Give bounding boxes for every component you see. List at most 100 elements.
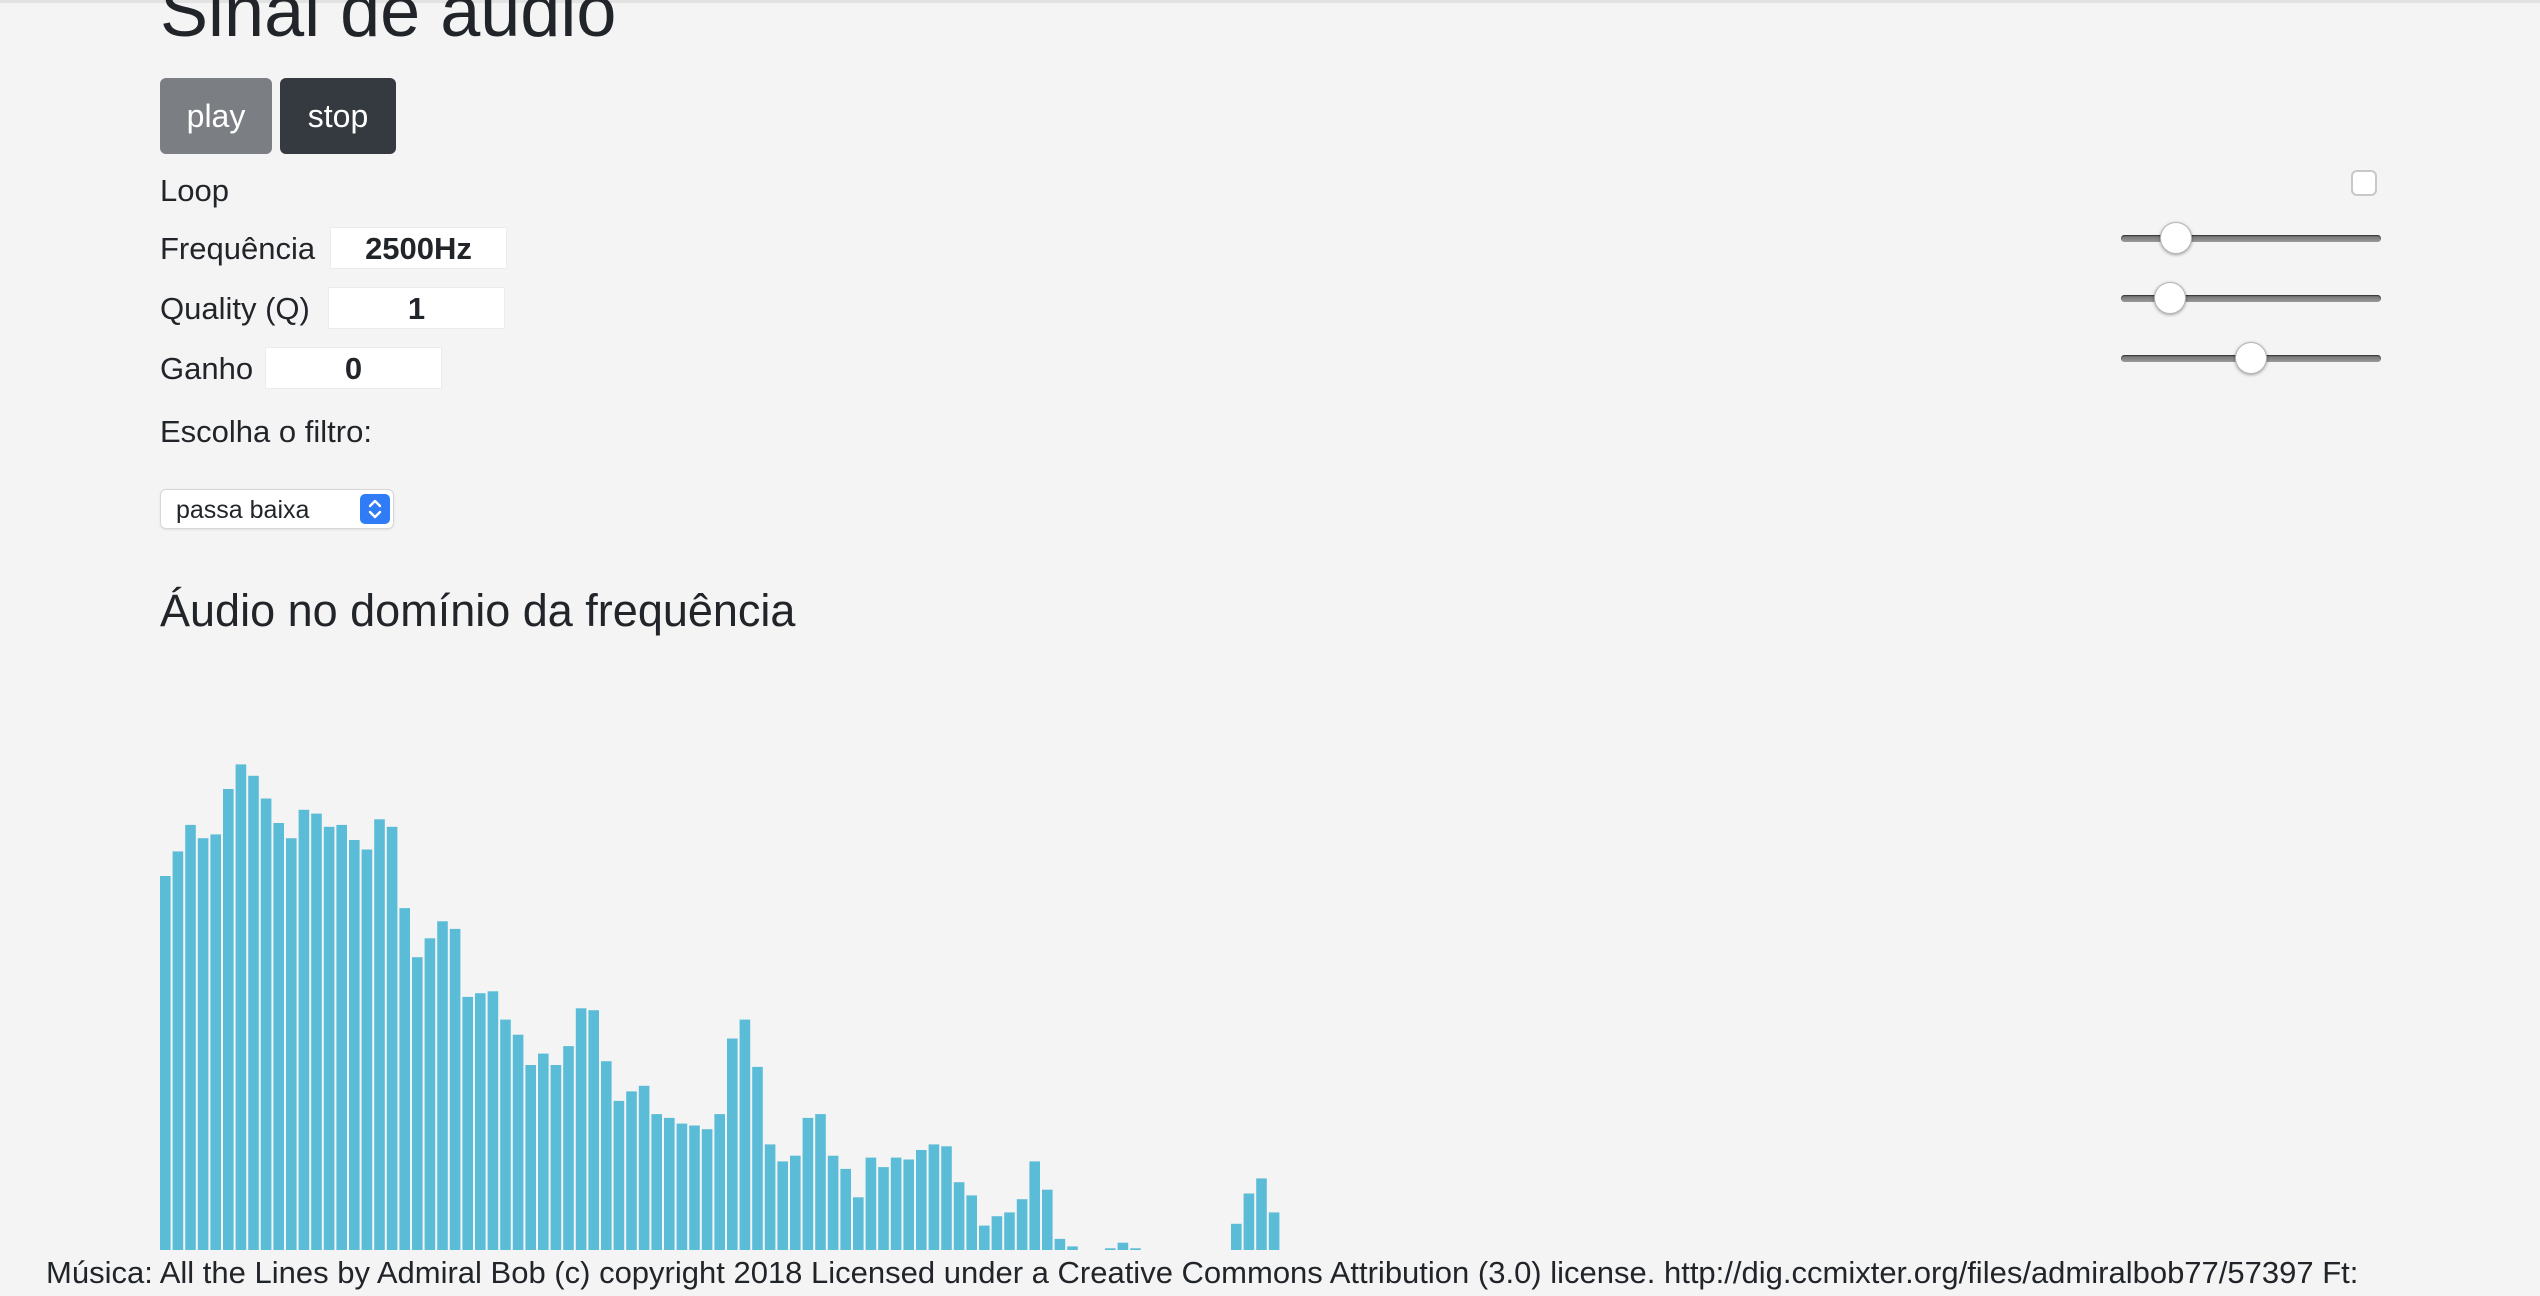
spectrum-bar [727,1038,738,1254]
spectrum-bar [185,824,196,1254]
spectrum-bar [928,1144,940,1254]
spectrum-bar [651,1114,662,1254]
spectrum-bar [500,1019,511,1254]
spectrum-bar [487,991,499,1254]
music-credit-footer: Música: All the Lines by Admiral Bob (c)… [0,1250,2540,1296]
spectrum-bar [286,838,297,1254]
quality-slider-track [2121,295,2381,302]
spectrum-bar [979,1225,990,1254]
frequency-slider[interactable] [2121,218,2381,258]
gain-slider[interactable] [2121,338,2381,378]
spectrum-bar [260,798,272,1254]
spectrum-bar [575,1008,587,1254]
spectrum-bar [386,826,398,1254]
chevron-updown-icon [360,494,390,524]
spectrum-bar [790,1155,801,1254]
spectrum-bar [197,838,209,1254]
frequency-slider-thumb[interactable] [2159,222,2192,254]
spectrum-bar [689,1125,700,1254]
spectrum-bar [210,834,221,1254]
spectrum-bar [903,1159,914,1254]
spectrum-bar [865,1157,877,1254]
spectrum-bar [1042,1189,1053,1254]
filter-label: Escolha o filtro: [160,414,372,449]
spectrum-bar [1117,1242,1129,1254]
gain-slider-thumb[interactable] [2235,342,2267,374]
spectrum-bar [349,840,360,1254]
quality-slider-thumb[interactable] [2154,282,2187,314]
spectrum-bar [966,1195,977,1254]
spectrum-bar [764,1144,776,1254]
spectrum-bar [613,1100,625,1254]
filter-select[interactable]: passa baixa [160,489,394,529]
spectrum-bar [412,957,423,1254]
spectrum-section-title: Áudio no domínio da frequência [160,585,796,636]
spectrum-bar [941,1146,952,1254]
spectrum-bar [1268,1212,1280,1254]
spectrum-bar [563,1046,574,1254]
spectrum-bar [676,1123,688,1254]
music-credit-text: Música: All the Lines by Admiral Bob (c)… [46,1255,2359,1290]
spectrum-bar [1256,1178,1267,1254]
spectrum-bar [638,1085,650,1254]
spectrum-bar [714,1114,725,1254]
spectrum-bar [827,1155,839,1254]
spectrum-bar [361,849,373,1254]
spectrum-bar [916,1150,927,1254]
spectrum-bar [538,1053,549,1254]
spectrum-bar [172,851,184,1254]
spectrum-bar [512,1034,524,1254]
spectrum-bar [802,1117,814,1254]
spectrum-bar [298,809,310,1254]
loop-checkbox[interactable] [2351,170,2377,196]
spectrum-bar [601,1061,612,1254]
spectrum-bar [739,1019,751,1254]
spectrum-bar [525,1065,536,1254]
spectrum-bar [550,1065,562,1254]
spectrum-bar [701,1129,713,1254]
frequency-value: 2500Hz [330,227,507,269]
spectrum-bar [1029,1161,1040,1254]
spectrum-bar [235,764,247,1254]
frequency-label: Frequência [160,231,316,266]
spectrum-bar [815,1114,826,1254]
frequency-spectrum-chart [160,764,1292,1254]
page-title: Sinal de áudio [160,0,617,52]
spectrum-bar [1243,1193,1255,1254]
spectrum-bar [1231,1223,1242,1254]
spectrum-bar [626,1091,637,1254]
spectrum-bar [752,1066,763,1254]
loop-label: Loop [160,173,229,208]
spectrum-bar [588,1010,599,1254]
spectrum-bar [462,996,473,1254]
spectrum-bar [437,921,448,1254]
quality-slider[interactable] [2121,278,2381,318]
quality-value: 1 [328,287,505,329]
spectrum-bar [1004,1212,1015,1254]
spectrum-bar [991,1216,1003,1254]
top-divider [0,0,2540,3]
spectrum-bar [323,826,335,1254]
spectrum-bar [664,1117,675,1254]
frequency-slider-track [2121,235,2381,242]
gain-label: Ganho [160,351,254,386]
spectrum-bar [374,819,385,1254]
spectrum-bar [1054,1238,1066,1254]
filter-select-value: passa baixa [176,496,310,524]
spectrum-bar [336,824,347,1254]
spectrum-bar [840,1168,851,1254]
spectrum-bar [248,775,259,1254]
spectrum-bar [160,876,171,1254]
spectrum-bar [399,908,410,1254]
spectrum-bar [424,938,436,1254]
quality-label: Quality (Q) [160,291,310,326]
gain-value: 0 [265,347,442,389]
spectrum-bar [223,789,234,1254]
spectrum-bar [878,1167,889,1254]
spectrum-bar [953,1182,965,1254]
play-button[interactable]: play [160,78,272,154]
stop-button[interactable]: stop [280,78,396,154]
spectrum-bar [777,1161,788,1254]
spectrum-bar [311,813,322,1254]
